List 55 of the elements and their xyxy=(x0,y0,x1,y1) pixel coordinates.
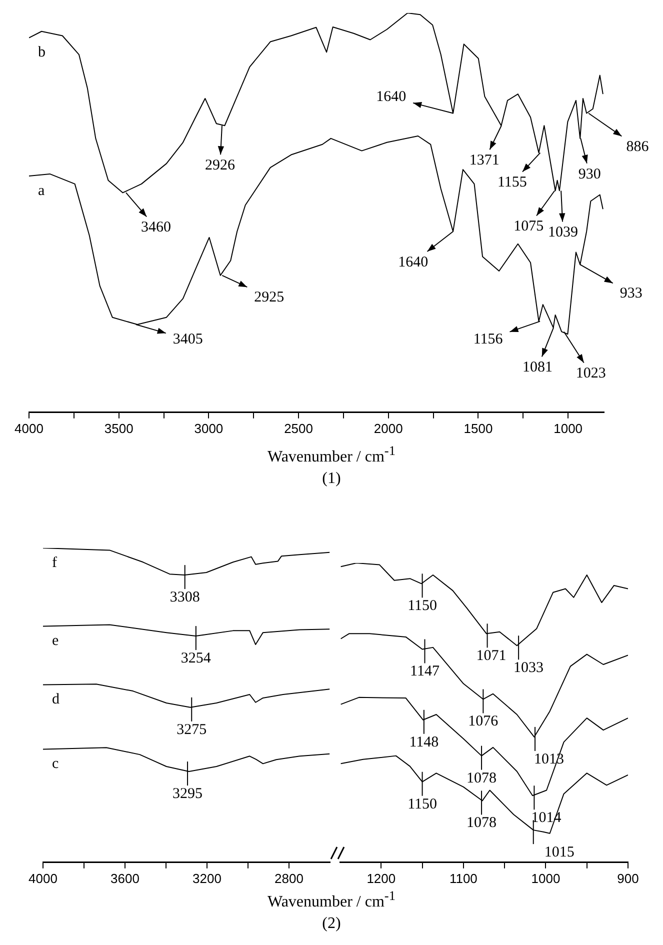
annotation: 1640 xyxy=(398,254,428,270)
x-tick-label: 4000 xyxy=(28,870,58,886)
annotation: 2925 xyxy=(254,289,284,306)
x-tick-label: 1200 xyxy=(366,870,396,886)
x-tick-label: 3600 xyxy=(110,870,140,886)
x-tick-label: 1500 xyxy=(464,420,493,436)
x-tick-label: 2500 xyxy=(284,420,313,436)
annotation: 1015 xyxy=(544,844,574,860)
annotation: 1033 xyxy=(514,660,544,676)
annotation: 1023 xyxy=(576,366,606,382)
annotation: 1156 xyxy=(473,331,504,348)
x-tick-label: 3200 xyxy=(192,870,222,886)
annotation: 3295 xyxy=(172,786,203,802)
annotation: 1075 xyxy=(514,218,544,235)
x-tick-label: 1000 xyxy=(531,870,560,886)
annotation: 3308 xyxy=(170,589,200,606)
annotation: 1148 xyxy=(409,734,439,750)
annotation: 1150 xyxy=(408,598,438,614)
annotation: 930 xyxy=(578,166,601,182)
x-tick-label: 2800 xyxy=(274,870,304,886)
annotation: 886 xyxy=(626,139,650,156)
annotation: 3460 xyxy=(141,220,172,236)
annotation: 1150 xyxy=(408,796,438,812)
annotation: 1640 xyxy=(376,89,406,106)
series-label: c xyxy=(52,756,59,772)
x-axis-title: Wavenumber / cm$^{-1}$ xyxy=(266,442,396,468)
x-tick-label: 4000 xyxy=(14,420,44,436)
series-label: f xyxy=(52,554,57,571)
annotation: 1076 xyxy=(468,714,499,730)
annotation: 1078 xyxy=(466,815,497,832)
annotation: 3275 xyxy=(176,722,207,738)
x-tick-label: 900 xyxy=(617,870,639,886)
annotation: 3405 xyxy=(172,331,203,348)
text: (1) xyxy=(321,469,342,490)
x-tick-label: 2000 xyxy=(374,420,403,436)
series-label: d xyxy=(52,692,60,708)
x-tick-label: 3500 xyxy=(104,420,134,436)
x-tick-label: 1100 xyxy=(449,870,478,886)
text: (2) xyxy=(321,914,342,934)
annotation: 1371 xyxy=(469,152,500,169)
annotation: 933 xyxy=(620,286,642,302)
annotation: 3254 xyxy=(180,650,212,666)
x-tick-label: 1000 xyxy=(554,420,583,436)
annotation: 1078 xyxy=(466,770,497,786)
annotation: 1071 xyxy=(476,648,506,664)
series-label: a xyxy=(38,182,45,199)
annotation: 1081 xyxy=(522,360,553,376)
annotation: 1039 xyxy=(548,224,578,241)
x-axis-title: Wavenumber / cm$^{-1}$ xyxy=(266,887,396,912)
series-label: e xyxy=(52,633,59,650)
series-label: b xyxy=(38,44,46,61)
annotation: 1147 xyxy=(410,664,440,680)
x-tick-label: 3000 xyxy=(194,420,224,436)
annotation: 2926 xyxy=(204,158,236,174)
annotation: 1155 xyxy=(497,174,527,191)
